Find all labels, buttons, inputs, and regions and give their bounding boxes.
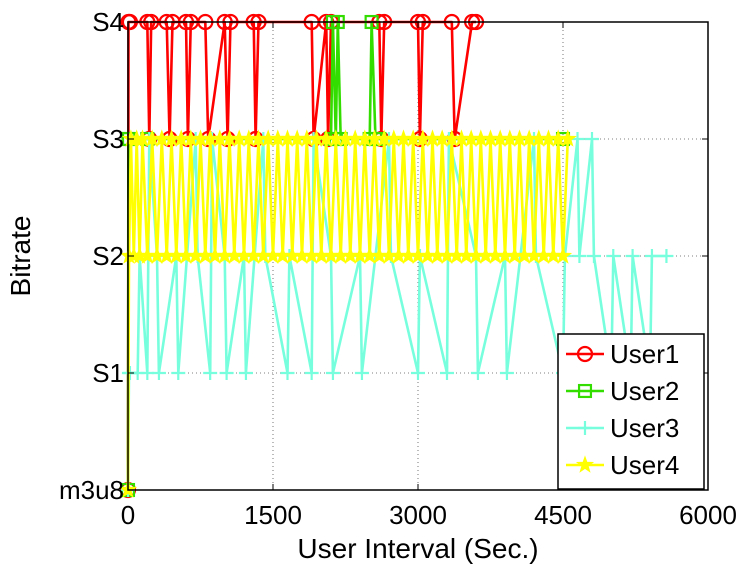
data-point (576, 345, 594, 363)
y-tick-label: S1 (92, 358, 124, 388)
data-point (606, 249, 621, 263)
legend-label: User4 (610, 450, 679, 480)
data-point (325, 366, 340, 380)
x-tick-label: 6000 (679, 500, 737, 530)
legend-item-user1: User1 (566, 339, 679, 369)
y-axis-title: Bitrate (5, 216, 36, 297)
data-point (553, 246, 573, 264)
data-point (151, 366, 166, 380)
y-tick-label: S3 (92, 124, 124, 154)
series-user4 (118, 129, 577, 498)
data-point (304, 366, 319, 380)
data-point (203, 366, 218, 380)
data-point (578, 421, 592, 435)
data-point (644, 249, 659, 263)
y-tick-label: S2 (92, 241, 124, 271)
data-point (411, 366, 425, 380)
x-tick-label: 1500 (244, 500, 302, 530)
data-point (572, 249, 587, 263)
x-axis-title: User Interval (Sec.) (297, 533, 538, 564)
data-point (558, 129, 577, 147)
data-point (219, 366, 234, 380)
x-axis: 0 1500 3000 4500 6000 (121, 22, 737, 530)
data-point (280, 366, 295, 380)
data-point (586, 249, 601, 263)
data-point (440, 366, 454, 380)
y-tick-label: S4 (92, 7, 124, 37)
y-axis: m3u8 S1 S2 S3 S4 (59, 7, 708, 505)
data-point (577, 383, 593, 399)
legend-label: User2 (610, 376, 679, 406)
x-tick-label: 4500 (534, 500, 592, 530)
data-point (470, 366, 485, 380)
x-tick-label: 0 (121, 500, 135, 530)
data-point (238, 366, 253, 380)
legend-label: User1 (610, 339, 679, 369)
series-line (126, 137, 667, 491)
y-tick-label: m3u8 (59, 475, 124, 505)
series-layer (118, 13, 674, 499)
data-point (585, 132, 599, 146)
legend: User1 User2 User3 User4 (557, 333, 705, 490)
data-point (625, 249, 640, 263)
legend-label: User3 (610, 413, 679, 443)
data-point (499, 366, 514, 380)
legend-item-user2: User2 (566, 376, 679, 406)
series-line (126, 137, 570, 491)
legend-item-user4: User4 (566, 450, 679, 480)
legend-item-user3: User3 (566, 413, 679, 443)
data-point (575, 455, 595, 473)
data-point (659, 249, 674, 263)
data-point (171, 366, 186, 380)
data-point (354, 366, 369, 380)
x-tick-label: 3000 (389, 500, 447, 530)
